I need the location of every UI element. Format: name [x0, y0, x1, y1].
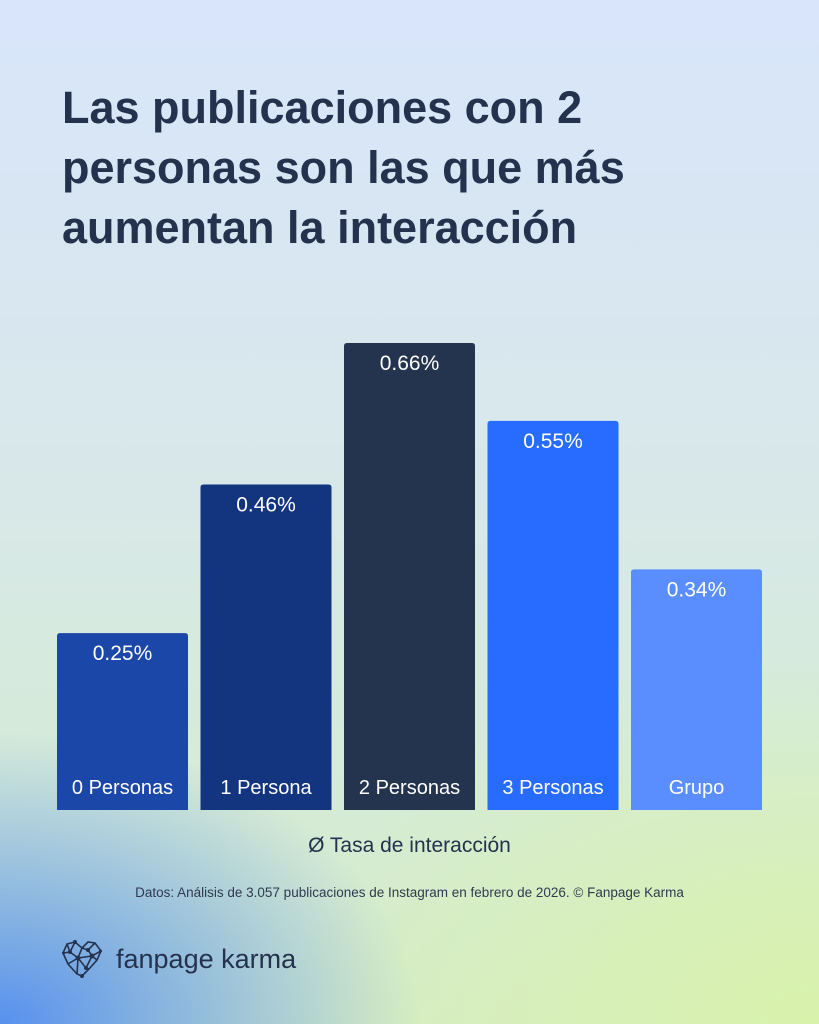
brand-name: fanpage karma [116, 943, 297, 974]
bar [487, 420, 619, 810]
chart-title: Las publicaciones con 2 personas son las… [62, 82, 625, 253]
source-note: Datos: Análisis de 3.057 publicaciones d… [135, 885, 684, 900]
x-axis-label: Ø Tasa de interacción [308, 834, 511, 857]
data-label: 0.55% [523, 430, 583, 453]
brand-logo: fanpage karma [62, 940, 296, 978]
bar-group: 0.34% Grupo [631, 569, 762, 810]
category-label: 0 Personas [72, 777, 173, 799]
bar [631, 569, 762, 810]
category-label: 1 Persona [220, 777, 312, 799]
heart-network-icon [62, 940, 102, 978]
bar-group: 0.25% 0 Personas [57, 633, 188, 810]
bar-group: 0.46% 1 Persona [200, 484, 332, 810]
bar-group: 0.55% 3 Personas [487, 420, 619, 810]
bar [200, 484, 332, 810]
bar-group: 0.66% 2 Personas [344, 343, 475, 810]
category-label: 2 Personas [359, 777, 460, 799]
category-label: 3 Personas [502, 777, 603, 799]
data-label: 0.66% [380, 352, 440, 375]
data-label: 0.46% [236, 494, 296, 517]
bar [57, 633, 188, 810]
data-label: 0.34% [667, 578, 727, 601]
data-label: 0.25% [93, 642, 153, 665]
category-label: Grupo [669, 777, 725, 799]
bar [344, 343, 475, 810]
